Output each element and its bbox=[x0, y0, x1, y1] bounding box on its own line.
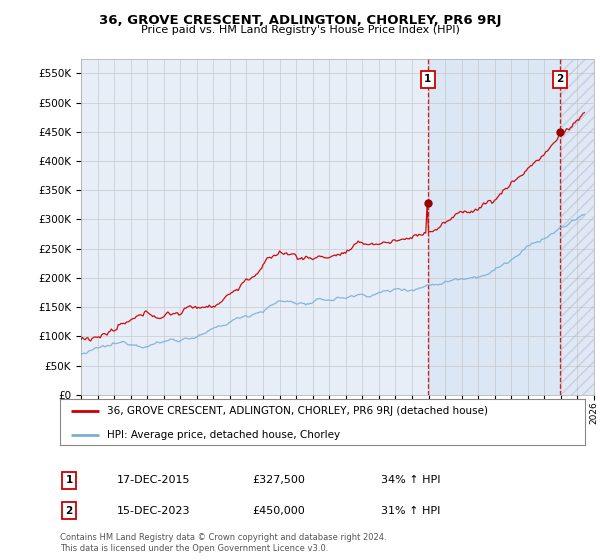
Text: Contains HM Land Registry data © Crown copyright and database right 2024.
This d: Contains HM Land Registry data © Crown c… bbox=[60, 533, 386, 553]
Text: 2: 2 bbox=[65, 506, 73, 516]
Text: 36, GROVE CRESCENT, ADLINGTON, CHORLEY, PR6 9RJ (detached house): 36, GROVE CRESCENT, ADLINGTON, CHORLEY, … bbox=[107, 406, 488, 416]
Text: 17-DEC-2015: 17-DEC-2015 bbox=[117, 475, 191, 486]
Text: £450,000: £450,000 bbox=[252, 506, 305, 516]
Bar bbox=[560, 59, 594, 395]
Bar bbox=[560, 59, 594, 395]
Bar bbox=[428, 59, 560, 395]
Text: 1: 1 bbox=[65, 475, 73, 486]
Text: £327,500: £327,500 bbox=[252, 475, 305, 486]
Text: 2: 2 bbox=[557, 74, 564, 84]
Text: 34% ↑ HPI: 34% ↑ HPI bbox=[381, 475, 440, 486]
Text: 31% ↑ HPI: 31% ↑ HPI bbox=[381, 506, 440, 516]
Text: 36, GROVE CRESCENT, ADLINGTON, CHORLEY, PR6 9RJ: 36, GROVE CRESCENT, ADLINGTON, CHORLEY, … bbox=[99, 14, 501, 27]
Text: HPI: Average price, detached house, Chorley: HPI: Average price, detached house, Chor… bbox=[107, 430, 340, 440]
Text: 15-DEC-2023: 15-DEC-2023 bbox=[117, 506, 191, 516]
Text: Price paid vs. HM Land Registry's House Price Index (HPI): Price paid vs. HM Land Registry's House … bbox=[140, 25, 460, 35]
Text: 1: 1 bbox=[424, 74, 431, 84]
